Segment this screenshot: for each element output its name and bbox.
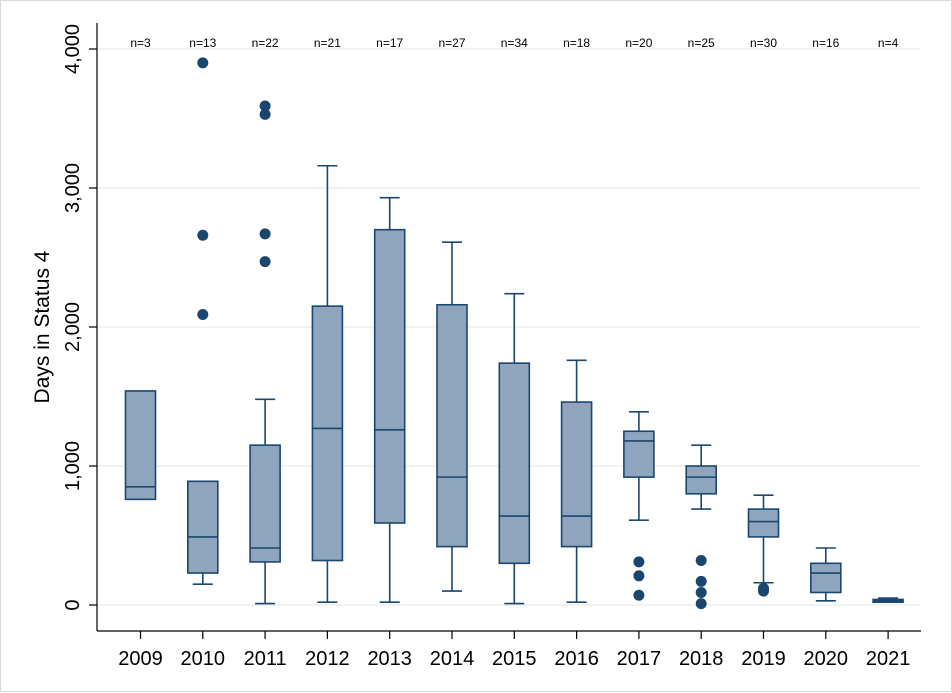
box-2013: [373, 196, 406, 604]
iqr-box: [685, 465, 718, 495]
outlier-point: [695, 598, 707, 610]
n-count-label: n=3: [130, 36, 151, 50]
x-tick-label: 2017: [617, 648, 662, 670]
x-tick-label: 2019: [741, 648, 786, 670]
outlier-point: [259, 228, 271, 240]
x-tick-label: 2018: [679, 648, 724, 670]
box-2017: [623, 410, 655, 601]
y-axis-title: Days in Status 4: [31, 250, 54, 403]
x-tick-label: 2016: [554, 648, 599, 670]
y-tick-label: 4,000: [62, 24, 84, 74]
n-count-label: n=17: [376, 36, 403, 50]
box-2021: [872, 597, 904, 604]
x-tick-label: 2011: [244, 648, 287, 670]
labels: 2009 n=3 2010 n=13 2011 n=22 2012 n=21 2013 n=17 2…: [118, 36, 910, 670]
outlier-point: [197, 308, 209, 320]
iqr-box: [311, 305, 344, 562]
iqr-box: [249, 444, 281, 563]
x-tick-label: 2014: [430, 648, 475, 670]
box-2019: [747, 494, 780, 597]
outlier-point: [197, 229, 209, 241]
box-2009: [124, 390, 157, 501]
iqr-box: [124, 390, 157, 501]
y-tick-label: 0: [62, 599, 84, 610]
iqr-box: [436, 303, 468, 548]
box-2011: [249, 100, 281, 605]
outlier-point: [259, 256, 271, 268]
box-2020: [809, 547, 842, 602]
n-count-label: n=22: [252, 36, 279, 50]
gridlines: [98, 48, 921, 606]
iqr-box: [373, 228, 406, 524]
n-count-label: n=18: [563, 36, 590, 50]
x-tick-label: 2012: [305, 648, 350, 670]
axes: Days in Status 4 0 1,000 2,000 3,000 4,000: [31, 23, 921, 639]
y-tick-label: 3,000: [62, 163, 84, 213]
y-tick-label: 1,000: [62, 441, 84, 491]
n-count-label: n=16: [812, 36, 839, 50]
n-count-label: n=27: [438, 36, 465, 50]
outlier-point: [758, 582, 769, 594]
x-tick-label: 2010: [181, 648, 226, 670]
n-count-label: n=21: [314, 36, 341, 50]
box-2012: [311, 164, 344, 604]
n-count-label: n=4: [878, 36, 899, 50]
y-tick-label: 2,000: [62, 302, 84, 352]
x-tick-label: 2015: [492, 648, 537, 670]
iqr-box: [623, 430, 655, 478]
outlier-point: [633, 556, 645, 568]
outlier-point: [259, 108, 271, 120]
outlier-point: [695, 575, 707, 587]
iqr-box: [498, 362, 531, 565]
x-tick-label: 2021: [866, 648, 911, 670]
outlier-point: [633, 570, 645, 582]
outlier-point: [633, 589, 645, 601]
box-2014: [436, 241, 468, 592]
outlier-point: [197, 57, 209, 69]
x-tick-label: 2013: [367, 648, 412, 670]
outlier-point: [695, 586, 707, 598]
iqr-box: [560, 401, 593, 548]
iqr-box: [809, 562, 842, 594]
box-2010: [187, 57, 219, 585]
n-count-label: n=34: [501, 36, 528, 50]
iqr-box: [187, 480, 219, 574]
x-tick-label: 2009: [118, 648, 163, 670]
box-2018: [685, 444, 718, 610]
outlier-point: [259, 100, 271, 112]
box-2015: [498, 292, 531, 605]
x-tick-label: 2020: [804, 648, 849, 670]
n-count-label: n=30: [750, 36, 777, 50]
boxes: [124, 57, 904, 610]
n-count-label: n=25: [688, 36, 715, 50]
outlier-point: [695, 555, 707, 567]
n-count-label: n=20: [625, 36, 652, 50]
n-count-label: n=13: [189, 36, 216, 50]
iqr-box: [747, 508, 780, 538]
box-2016: [560, 359, 593, 604]
